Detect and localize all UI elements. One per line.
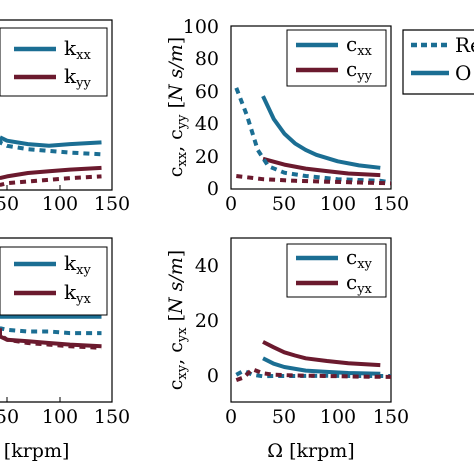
series-line-teal-dashed: [0, 326, 102, 336]
y-tick-label: 40: [195, 113, 219, 135]
x-axis-label: Ω [krpm]: [0, 440, 69, 462]
legend: cxy cyx: [286, 243, 387, 298]
y-tick-label: 20: [195, 310, 219, 332]
x-tick-label: 50: [272, 193, 296, 215]
y-ticks: 0 20 40: [195, 255, 219, 387]
axes-frame: [0, 237, 113, 403]
series-line-cxx: [261, 95, 381, 170]
series-line-maroon-dashed: [0, 328, 102, 350]
legend-box: [0, 27, 108, 97]
series-line-teal-dashed: [234, 87, 392, 185]
series-line-cyy: [262, 156, 381, 178]
x-tick-label: 150: [373, 193, 409, 215]
axes-frame: [230, 237, 392, 403]
series-line-kyy: [0, 165, 102, 181]
y-tick-label: 40: [195, 255, 219, 277]
legend: kxx kyy: [0, 27, 108, 97]
x-ticks: 0 50 100 150: [225, 406, 409, 428]
y-tick-label: 20: [195, 146, 219, 168]
panel-top-left: 50 100 150 kxx kyy: [0, 19, 130, 215]
legend-box: [286, 29, 387, 87]
x-axis-label: Ω [krpm]: [267, 440, 354, 462]
x-tick-label: 50: [0, 193, 19, 215]
x-tick-label: 150: [373, 406, 409, 428]
x-ticks: 50 100 150: [0, 185, 130, 215]
x-tick-label: 100: [42, 406, 78, 428]
x-ticks: 0 50 100 150: [225, 193, 409, 215]
legend: kxy kyx: [0, 246, 108, 316]
y-tick-label: 0: [207, 365, 219, 387]
legend-label-o: O: [455, 61, 471, 85]
axes-frame: [230, 25, 392, 190]
y-tick-label: 60: [195, 81, 219, 103]
x-tick-label: 150: [94, 406, 130, 428]
x-tick-label: 0: [225, 193, 237, 215]
legend-box: [402, 29, 474, 95]
plot-area: [0, 314, 102, 350]
x-tick-label: 50: [272, 406, 296, 428]
plot-area: [0, 135, 102, 187]
panel-bottom-left: 50 100 150 Ω [krpm] kxy kyx: [0, 237, 130, 462]
y-tick-label: 100: [183, 16, 219, 38]
plot-area: [235, 340, 392, 382]
y-ticks: 0 20 40 60 80 100: [183, 16, 219, 200]
legend-box: [0, 246, 108, 316]
legend: cxx cyy: [286, 29, 387, 87]
x-tick-label: 0: [225, 406, 237, 428]
x-tick-label: 100: [320, 193, 356, 215]
x-tick-label: 150: [94, 193, 130, 215]
x-tick-label: 100: [320, 406, 356, 428]
series-line-maroon-dashed: [235, 367, 392, 382]
legend-box: [286, 243, 387, 298]
y-tick-label: 0: [207, 178, 219, 200]
legend-label-re: Re: [455, 33, 474, 57]
x-tick-label: 100: [42, 193, 78, 215]
series-line-kxx: [0, 135, 102, 148]
series-line-cyx: [262, 340, 381, 368]
axes-frame: [0, 19, 113, 191]
y-tick-label: 80: [195, 48, 219, 70]
y-axis-label: cxy, cyx [N s/m]: [165, 250, 190, 390]
panel-top-right: 0 20 40 60 80 100 0 50 100 150 cxx, cyy …: [165, 16, 409, 215]
panel-bottom-right: 0 20 40 0 50 100 150 cxy, cyx [N s/m] Ω …: [165, 237, 409, 462]
series-line-maroon-dashed: [0, 174, 102, 187]
plot-area: [234, 87, 392, 186]
x-tick-label: 50: [0, 406, 19, 428]
series-line-cxy: [262, 356, 381, 376]
series-line-maroon-dashed: [236, 174, 392, 186]
y-axis-label: cxx, cyy [N s/m]: [165, 37, 190, 177]
shared-legend: Re O: [402, 29, 474, 95]
x-ticks: 50 100 150: [0, 397, 130, 428]
